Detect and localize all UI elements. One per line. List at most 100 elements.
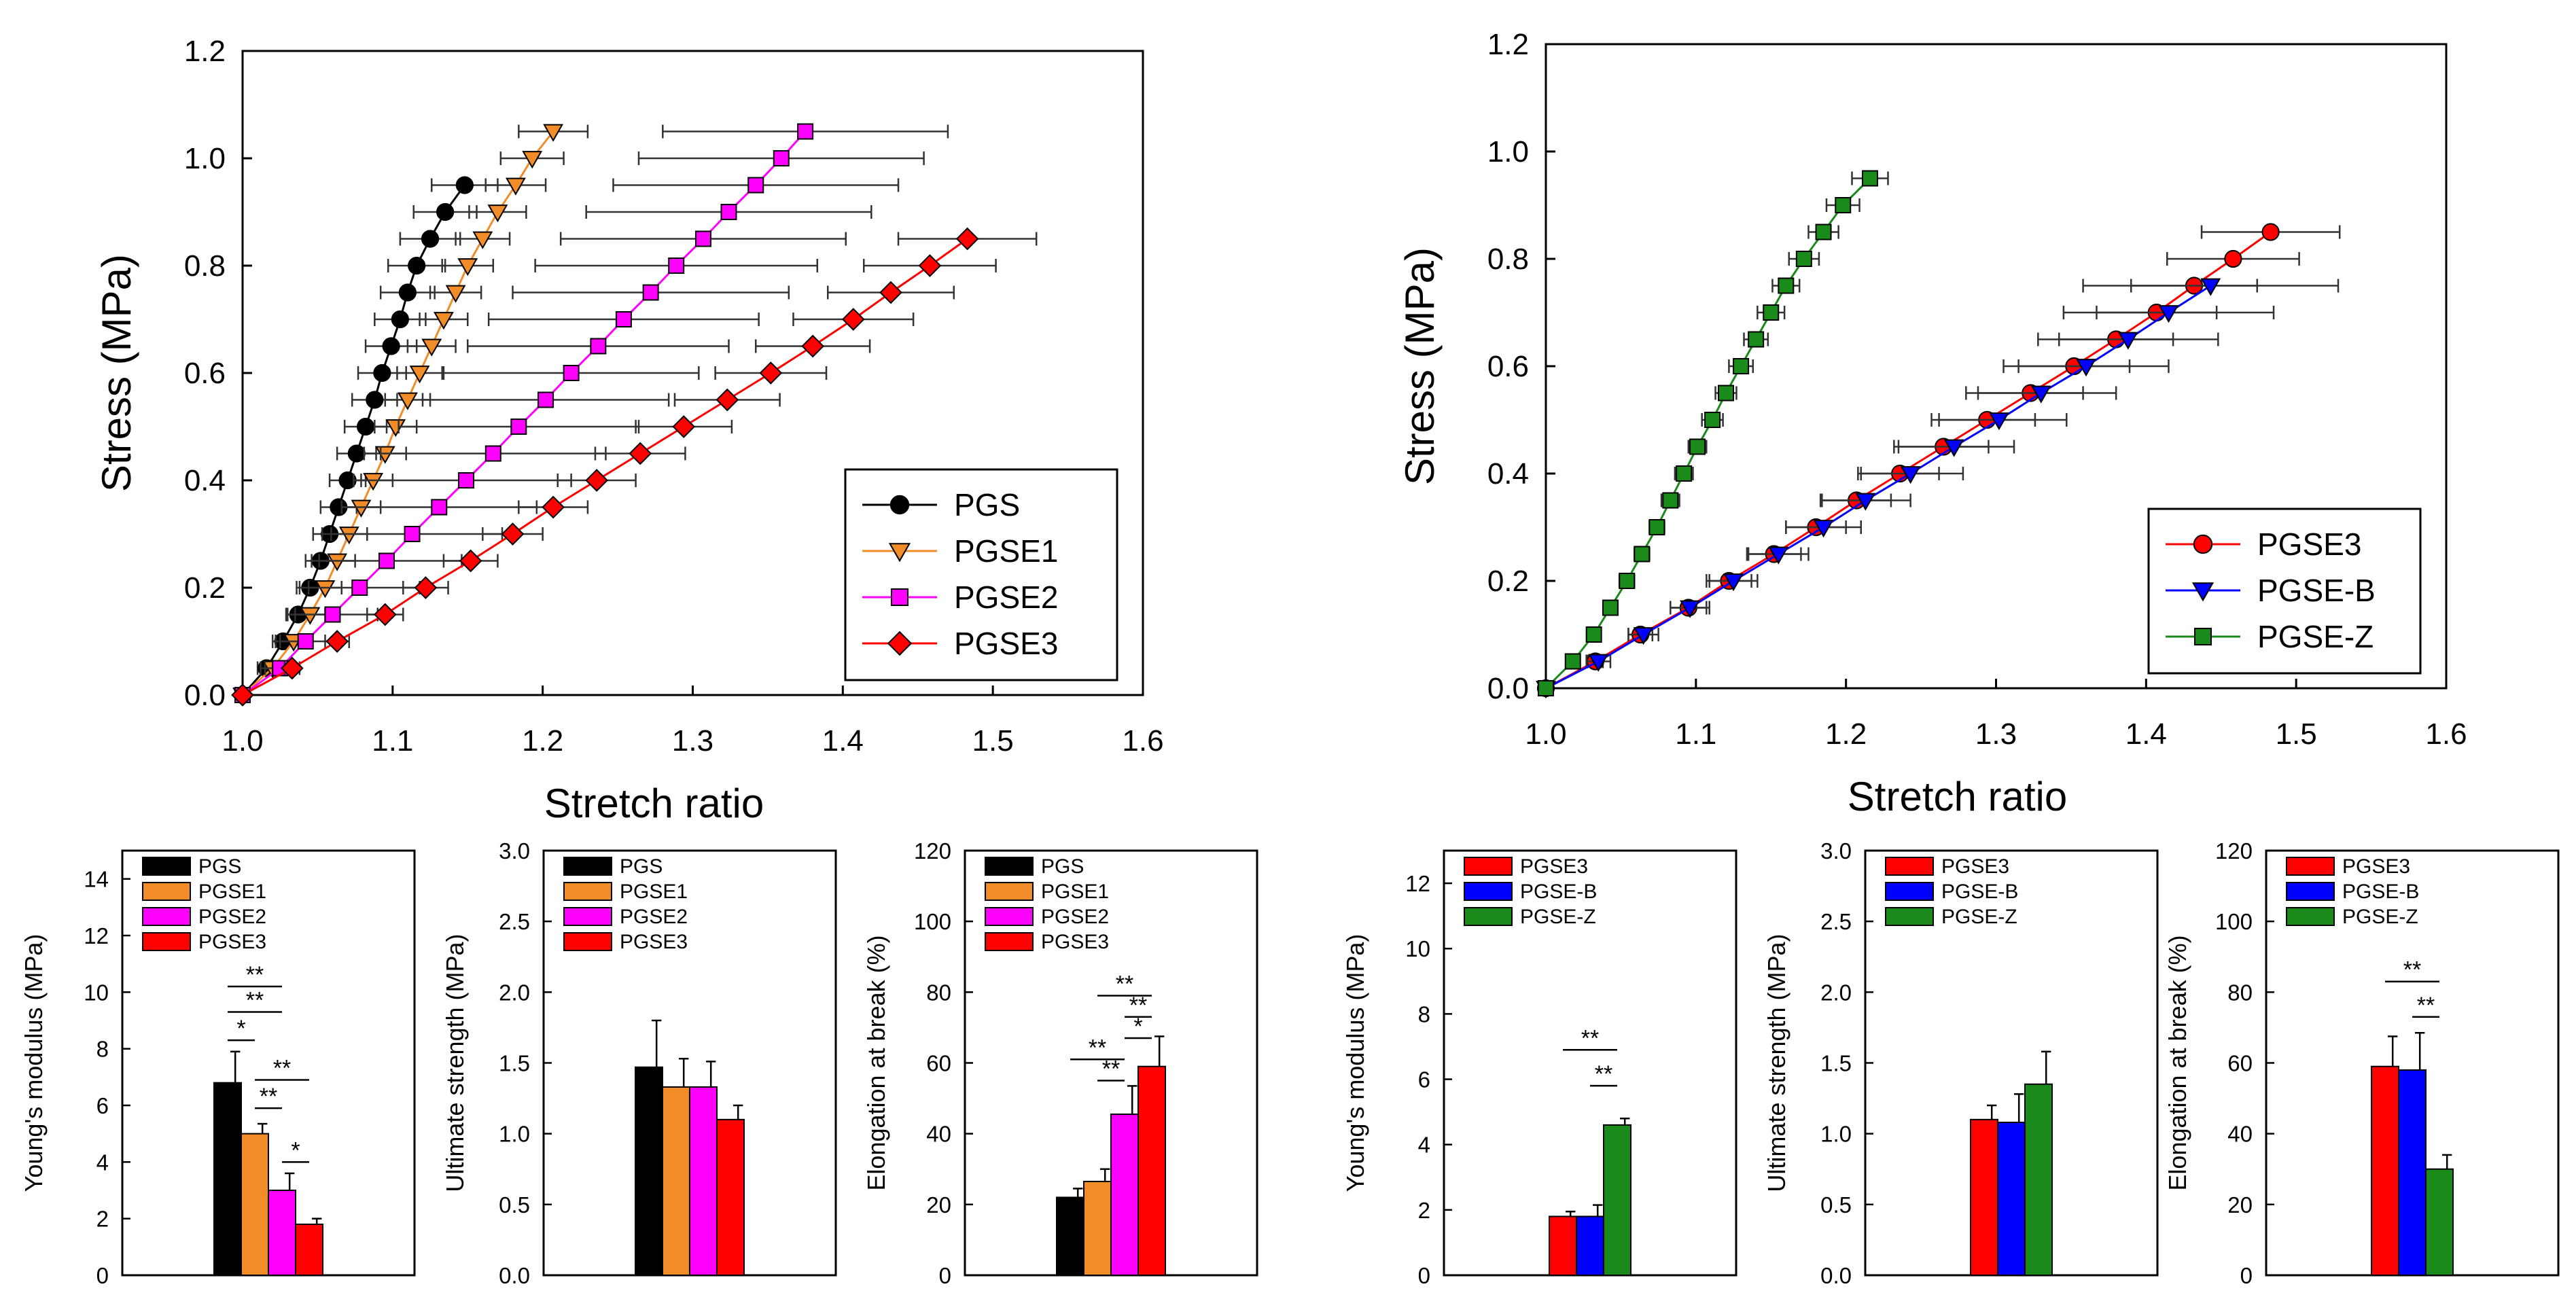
legend-label: PGS	[620, 855, 663, 878]
bar-PGSE-Z	[1603, 1124, 1631, 1277]
series-PGSE3	[231, 227, 1038, 707]
y-tick-label: 0.0	[1487, 672, 1529, 705]
legend-swatch	[1885, 907, 1934, 926]
data-point	[1619, 573, 1636, 589]
y-tick-label: 60	[926, 1051, 951, 1076]
data-point	[672, 415, 696, 438]
data-point	[433, 312, 454, 330]
data-point	[542, 495, 565, 519]
y-tick-label: 0.0	[184, 679, 226, 712]
data-point	[373, 363, 391, 383]
data-point	[1634, 546, 1651, 563]
chart-b5: 0.0 0.5 1.0 1.5 2.0 2.5 3.0 Ultimate strength (…	[1763, 838, 2159, 1288]
legend-label: PGSE-B	[1941, 881, 2018, 903]
y-tick-label: 0.5	[1820, 1192, 1852, 1217]
significance-label: *	[236, 1016, 245, 1042]
data-point	[1564, 653, 1581, 670]
data-point	[2224, 249, 2242, 268]
data-point	[2200, 278, 2221, 296]
data-point	[501, 522, 525, 546]
chart-b2: 0.0 0.5 1.0 1.5 2.0 2.5 3.0 Ultimate strength (…	[441, 838, 837, 1288]
significance-label: **	[1089, 1035, 1106, 1061]
y-tick-label: 2.0	[499, 980, 530, 1005]
legend-swatch	[563, 857, 612, 876]
data-point	[563, 365, 580, 381]
legend: PGS PGSE1 PGSE2 PGSE3	[563, 855, 688, 953]
legend-swatch	[142, 932, 191, 951]
x-axis-label: Stretch ratio	[544, 781, 764, 826]
legend-swatch	[2286, 907, 2335, 926]
data-point	[356, 417, 375, 436]
y-tick-label: 100	[2215, 909, 2253, 934]
data-point	[458, 472, 475, 488]
legend-swatch	[1885, 857, 1934, 876]
data-point	[338, 527, 359, 545]
y-tick-label: 6	[96, 1093, 109, 1118]
data-point	[2261, 223, 2280, 241]
legend-swatch	[985, 932, 1034, 951]
significance-label: *	[1133, 1014, 1142, 1039]
data-point	[324, 606, 341, 623]
data-point	[436, 202, 455, 221]
data-point	[231, 683, 254, 707]
bar-PGS	[213, 1082, 242, 1276]
legend-marker	[2194, 628, 2212, 645]
significance-label: **	[2417, 993, 2435, 1018]
legend-marker	[2191, 582, 2215, 602]
legend-swatch	[985, 907, 1034, 926]
y-tick-label: 10	[84, 980, 109, 1005]
data-point	[1648, 519, 1665, 535]
series-line	[242, 130, 807, 696]
y-axis-label: Stress (MPa)	[94, 254, 139, 492]
data-point	[955, 227, 979, 251]
data-point	[1633, 627, 1654, 645]
bar-PGSE-B	[2398, 1069, 2427, 1276]
data-point	[590, 338, 607, 355]
bar-PGSE1	[241, 1133, 269, 1276]
data-point	[1585, 626, 1602, 643]
legend-swatch	[142, 857, 191, 876]
data-point	[629, 442, 652, 465]
legend-swatch	[985, 857, 1034, 876]
significance-label: **	[1595, 1061, 1612, 1087]
y-tick-label: 0.6	[184, 357, 226, 390]
data-point	[1662, 492, 1679, 509]
x-tick-label: 1.0	[1525, 717, 1566, 751]
legend-label: PGSE-B	[2257, 573, 2376, 608]
data-point	[445, 285, 466, 303]
significance-label: **	[273, 1056, 291, 1082]
y-axis-label: Elongation at break (%)	[862, 935, 890, 1190]
y-tick-label: 0.2	[1487, 565, 1529, 598]
data-point	[1835, 197, 1852, 213]
data-point	[378, 552, 395, 569]
data-point	[1602, 599, 1619, 616]
data-point	[1676, 465, 1693, 482]
data-point	[1689, 438, 1706, 455]
x-axis-label: Stretch ratio	[1848, 774, 2067, 819]
data-point	[455, 176, 474, 194]
y-tick-label: 40	[926, 1122, 951, 1147]
legend-label: PGS	[954, 487, 1020, 522]
data-point	[585, 469, 608, 492]
bar-PGSE2	[689, 1086, 718, 1276]
y-tick-label: 0	[1418, 1263, 1430, 1288]
y-tick-label: 20	[926, 1192, 951, 1217]
legend-label: PGSE3	[198, 931, 266, 953]
significance-label: **	[246, 988, 264, 1014]
legend-label: PGSE3	[954, 626, 1058, 661]
data-point	[472, 231, 493, 249]
data-point	[351, 580, 368, 596]
legend-swatch	[142, 882, 191, 901]
legend-label: PGSE3	[2257, 527, 2361, 562]
legend: PGSE3 PGSE-B PGSE-Z	[1464, 855, 1597, 928]
data-point	[918, 254, 942, 277]
data-point	[1988, 412, 2009, 431]
data-point	[801, 334, 824, 358]
y-tick-label: 1.0	[1820, 1122, 1852, 1147]
data-point	[431, 499, 448, 516]
legend-swatch	[985, 882, 1034, 901]
data-point	[615, 311, 632, 327]
x-tick-label: 1.6	[2425, 717, 2467, 751]
data-point	[668, 257, 685, 274]
